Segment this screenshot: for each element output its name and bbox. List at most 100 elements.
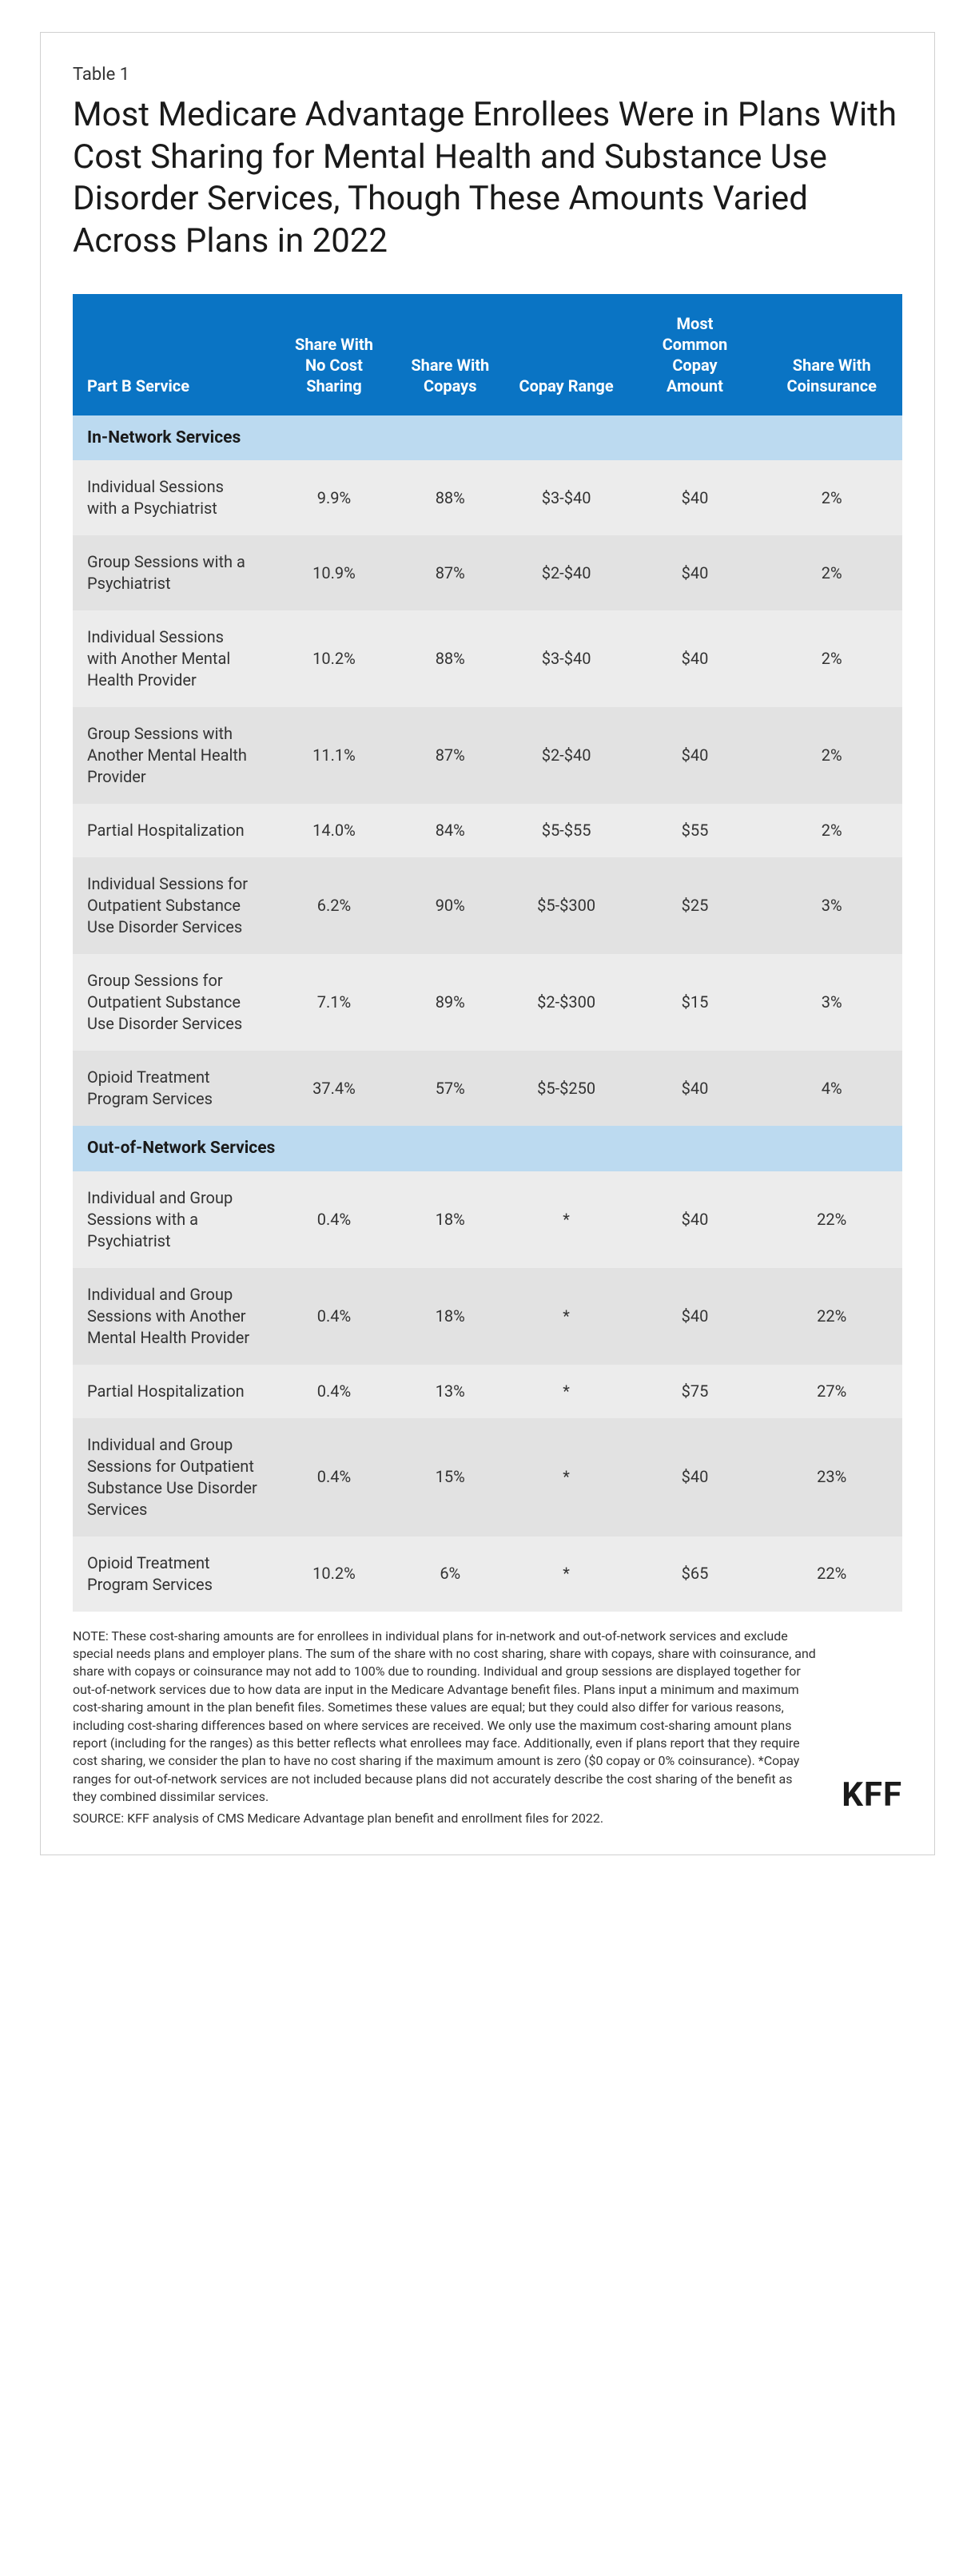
table-row: Group Sessions with a Psychiatrist10.9%8… <box>73 535 902 610</box>
value-cell: 6.2% <box>272 857 396 954</box>
service-cell: Partial Hospitalization <box>73 1365 272 1418</box>
value-cell: * <box>504 1365 629 1418</box>
column-header: Share With No Cost Sharing <box>272 294 396 415</box>
value-cell: 11.1% <box>272 707 396 804</box>
value-cell: 6% <box>396 1536 504 1612</box>
value-cell: $40 <box>628 1051 761 1126</box>
value-cell: 15% <box>396 1418 504 1536</box>
value-cell: * <box>504 1171 629 1268</box>
value-cell: $65 <box>628 1536 761 1612</box>
value-cell: $40 <box>628 1418 761 1536</box>
service-cell: Group Sessions for Outpatient Substance … <box>73 954 272 1051</box>
table-row: Group Sessions with Another Mental Healt… <box>73 707 902 804</box>
value-cell: 88% <box>396 610 504 707</box>
value-cell: 10.2% <box>272 1536 396 1612</box>
section-header-row: Out-of-Network Services <box>73 1126 902 1171</box>
value-cell: 10.9% <box>272 535 396 610</box>
service-cell: Opioid Treatment Program Services <box>73 1051 272 1126</box>
service-cell: Individual Sessions with Another Mental … <box>73 610 272 707</box>
value-cell: 18% <box>396 1171 504 1268</box>
service-cell: Individual Sessions with a Psychiatrist <box>73 460 272 535</box>
table-body: In-Network ServicesIndividual Sessions w… <box>73 415 902 1612</box>
value-cell: 3% <box>762 857 903 954</box>
value-cell: 37.4% <box>272 1051 396 1126</box>
value-cell: 2% <box>762 460 903 535</box>
value-cell: $2-$40 <box>504 535 629 610</box>
value-cell: 2% <box>762 535 903 610</box>
value-cell: 22% <box>762 1171 903 1268</box>
table-row: Individual and Group Sessions with a Psy… <box>73 1171 902 1268</box>
note-text: NOTE: These cost-sharing amounts are for… <box>73 1628 818 1807</box>
table-head: Part B ServiceShare With No Cost Sharing… <box>73 294 902 415</box>
value-cell: $25 <box>628 857 761 954</box>
footnote: NOTE: These cost-sharing amounts are for… <box>73 1628 818 1831</box>
value-cell: $40 <box>628 460 761 535</box>
value-cell: * <box>504 1418 629 1536</box>
data-table: Part B ServiceShare With No Cost Sharing… <box>73 294 902 1612</box>
column-header: Share With Copays <box>396 294 504 415</box>
table-row: Individual and Group Sessions with Anoth… <box>73 1268 902 1365</box>
column-header: Most Common Copay Amount <box>628 294 761 415</box>
value-cell: $40 <box>628 535 761 610</box>
table-row: Partial Hospitalization0.4%13%*$7527% <box>73 1365 902 1418</box>
value-cell: $40 <box>628 707 761 804</box>
value-cell: $40 <box>628 610 761 707</box>
value-cell: $5-$250 <box>504 1051 629 1126</box>
value-cell: 4% <box>762 1051 903 1126</box>
value-cell: 2% <box>762 610 903 707</box>
value-cell: $15 <box>628 954 761 1051</box>
service-cell: Group Sessions with a Psychiatrist <box>73 535 272 610</box>
value-cell: $2-$300 <box>504 954 629 1051</box>
value-cell: 0.4% <box>272 1418 396 1536</box>
section-header-row: In-Network Services <box>73 415 902 460</box>
column-header: Share With Coinsurance <box>762 294 903 415</box>
table-row: Opioid Treatment Program Services37.4%57… <box>73 1051 902 1126</box>
value-cell: 7.1% <box>272 954 396 1051</box>
value-cell: 0.4% <box>272 1365 396 1418</box>
value-cell: $40 <box>628 1268 761 1365</box>
table-row: Individual Sessions with a Psychiatrist9… <box>73 460 902 535</box>
section-header-cell: Out-of-Network Services <box>73 1126 902 1171</box>
value-cell: 0.4% <box>272 1171 396 1268</box>
value-cell: $5-$55 <box>504 804 629 857</box>
table-row: Individual and Group Sessions for Outpat… <box>73 1418 902 1536</box>
value-cell: 9.9% <box>272 460 396 535</box>
value-cell: 87% <box>396 707 504 804</box>
footer: NOTE: These cost-sharing amounts are for… <box>73 1628 902 1831</box>
service-cell: Group Sessions with Another Mental Healt… <box>73 707 272 804</box>
value-cell: 87% <box>396 535 504 610</box>
value-cell: 10.2% <box>272 610 396 707</box>
value-cell: $2-$40 <box>504 707 629 804</box>
value-cell: 23% <box>762 1418 903 1536</box>
service-cell: Individual and Group Sessions with a Psy… <box>73 1171 272 1268</box>
service-cell: Opioid Treatment Program Services <box>73 1536 272 1612</box>
value-cell: 0.4% <box>272 1268 396 1365</box>
column-header: Part B Service <box>73 294 272 415</box>
value-cell: 88% <box>396 460 504 535</box>
value-cell: 90% <box>396 857 504 954</box>
value-cell: * <box>504 1268 629 1365</box>
value-cell: $3-$40 <box>504 610 629 707</box>
value-cell: 22% <box>762 1536 903 1612</box>
value-cell: 14.0% <box>272 804 396 857</box>
value-cell: 57% <box>396 1051 504 1126</box>
value-cell: 22% <box>762 1268 903 1365</box>
service-cell: Partial Hospitalization <box>73 804 272 857</box>
service-cell: Individual and Group Sessions for Outpat… <box>73 1418 272 1536</box>
page-title: Most Medicare Advantage Enrollees Were i… <box>73 94 902 262</box>
value-cell: $3-$40 <box>504 460 629 535</box>
value-cell: 3% <box>762 954 903 1051</box>
value-cell: 89% <box>396 954 504 1051</box>
service-cell: Individual Sessions for Outpatient Subst… <box>73 857 272 954</box>
value-cell: 84% <box>396 804 504 857</box>
source-text: SOURCE: KFF analysis of CMS Medicare Adv… <box>73 1810 818 1827</box>
table-container: Table 1 Most Medicare Advantage Enrollee… <box>40 32 935 1855</box>
value-cell: 27% <box>762 1365 903 1418</box>
value-cell: 2% <box>762 707 903 804</box>
value-cell: 2% <box>762 804 903 857</box>
table-row: Individual Sessions for Outpatient Subst… <box>73 857 902 954</box>
value-cell: * <box>504 1536 629 1612</box>
table-row: Opioid Treatment Program Services10.2%6%… <box>73 1536 902 1612</box>
table-row: Individual Sessions with Another Mental … <box>73 610 902 707</box>
table-row: Group Sessions for Outpatient Substance … <box>73 954 902 1051</box>
